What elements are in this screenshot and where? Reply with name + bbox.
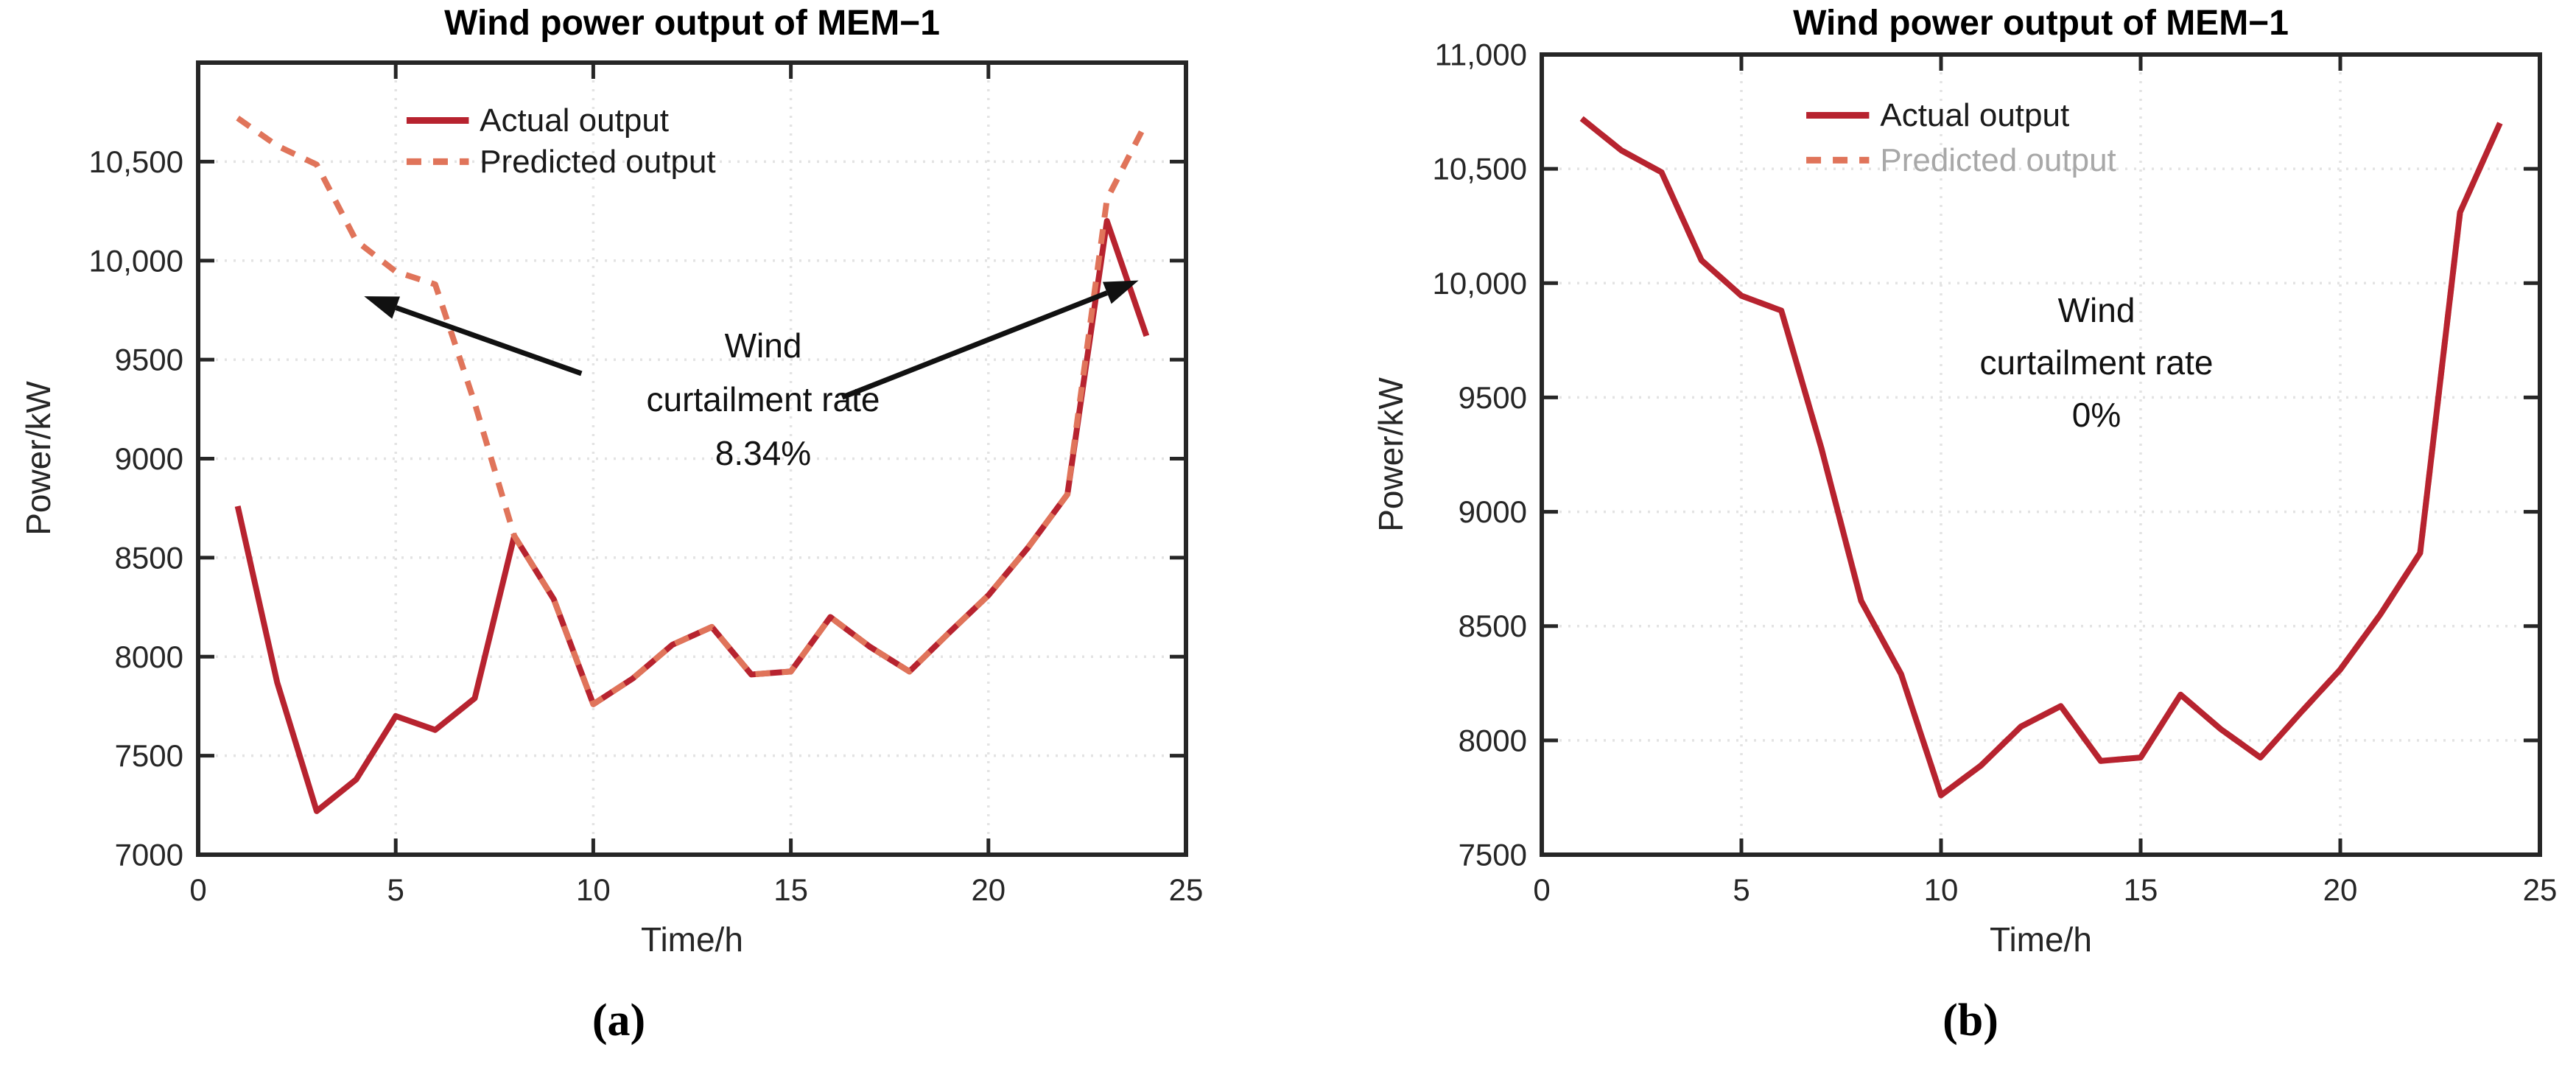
- svg-text:15: 15: [773, 872, 808, 907]
- svg-text:0: 0: [189, 872, 206, 907]
- right-chart-y-axis-label: Power/kW: [1372, 377, 1410, 532]
- svg-text:11,000: 11,000: [1435, 38, 1527, 72]
- svg-text:8500: 8500: [1459, 609, 1527, 643]
- left-chart-annotation: Wind curtailment rate 8.34%: [505, 319, 1021, 480]
- svg-text:10,000: 10,000: [1433, 266, 1527, 301]
- annotation-line: 8.34%: [715, 434, 812, 472]
- annotation-line: Wind: [2057, 291, 2135, 329]
- right-chart-title: Wind power output of MEM−1: [1793, 4, 2289, 43]
- svg-text:20: 20: [971, 872, 1006, 907]
- svg-text:0: 0: [1533, 872, 1550, 907]
- right-chart-annotation: Wind curtailment rate 0%: [1839, 284, 2354, 441]
- annotation-line: curtailment rate: [646, 380, 880, 419]
- svg-text:8000: 8000: [115, 640, 183, 674]
- svg-text:Actual output: Actual output: [480, 102, 669, 139]
- svg-text:25: 25: [2523, 872, 2558, 907]
- annotation-line: Wind: [724, 326, 802, 365]
- svg-text:9500: 9500: [115, 343, 183, 377]
- right-chart-caption: (b): [1942, 995, 1998, 1046]
- annotation-line: curtailment rate: [1979, 343, 2214, 382]
- svg-text:7500: 7500: [115, 738, 183, 773]
- annotation-line: 0%: [2071, 396, 2121, 434]
- svg-text:8000: 8000: [1459, 723, 1527, 757]
- svg-text:10,000: 10,000: [89, 243, 183, 278]
- svg-text:Actual output: Actual output: [1880, 97, 2069, 133]
- svg-text:5: 5: [387, 872, 404, 907]
- svg-text:8500: 8500: [115, 540, 183, 575]
- left-chart-x-axis-label: Time/h: [641, 920, 743, 959]
- svg-text:7500: 7500: [1459, 838, 1527, 872]
- left-chart-y-axis-label: Power/kW: [19, 381, 57, 536]
- svg-text:10,500: 10,500: [1433, 152, 1527, 186]
- svg-text:25: 25: [1169, 872, 1204, 907]
- svg-text:9000: 9000: [115, 441, 183, 476]
- svg-text:15: 15: [2124, 872, 2158, 907]
- left-chart-caption: (a): [592, 995, 646, 1046]
- svg-text:Predicted output: Predicted output: [480, 144, 715, 180]
- svg-text:7000: 7000: [115, 838, 183, 872]
- svg-text:5: 5: [1733, 872, 1749, 907]
- svg-text:9500: 9500: [1459, 380, 1527, 415]
- svg-text:9000: 9000: [1459, 494, 1527, 529]
- svg-text:10: 10: [576, 872, 611, 907]
- svg-text:10,500: 10,500: [89, 144, 183, 179]
- left-chart-title: Wind power output of MEM−1: [444, 4, 940, 43]
- right-chart-x-axis-label: Time/h: [1990, 920, 2092, 959]
- svg-text:10: 10: [1924, 872, 1959, 907]
- svg-text:Predicted output: Predicted output: [1880, 142, 2116, 178]
- svg-text:20: 20: [2323, 872, 2358, 907]
